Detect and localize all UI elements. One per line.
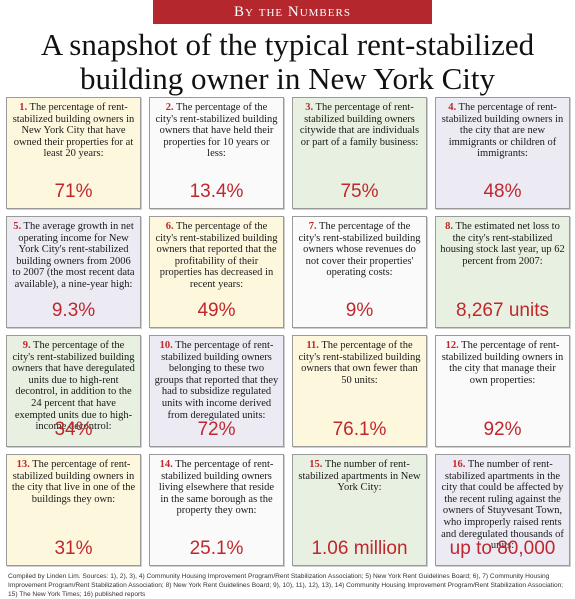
stat-description: The percentage of the city's rent-stabil… <box>298 221 421 279</box>
stats-grid: 1. The percentage of rent-stabilized bui… <box>6 97 571 567</box>
stat-card-1: 1. The percentage of rent-stabilized bui… <box>6 97 141 209</box>
stat-description: The percentage of rent-stabilized buildi… <box>158 459 275 517</box>
stat-value: 9% <box>345 300 374 321</box>
stat-card-7: 7. The percentage of the city's rent-sta… <box>292 216 427 328</box>
stat-value: 48% <box>483 181 522 202</box>
stat-card-5: 5. The average growth in net operating i… <box>6 216 141 328</box>
stat-number: 13. <box>16 459 30 470</box>
stat-number: 1. <box>19 102 28 113</box>
stat-description: The number of rent-stabilized apartments… <box>298 459 421 494</box>
stat-number: 16. <box>452 459 466 470</box>
stat-value: 75% <box>340 181 379 202</box>
stat-value: 13.4% <box>189 181 244 202</box>
stat-number: 5. <box>13 221 22 232</box>
stat-description: The percentage of the city's rent-stabil… <box>155 221 278 290</box>
stat-card-3: 3. The percentage of rent-stabilized bui… <box>292 97 427 209</box>
stat-value: 49% <box>197 300 236 321</box>
stat-number: 6. <box>165 221 174 232</box>
stat-card-8: 8. The estimated net loss to the city's … <box>435 216 570 328</box>
stat-card-4: 4. The percentage of rent-stabilized bui… <box>435 97 570 209</box>
stat-value: 31% <box>54 538 93 559</box>
stat-value: up to 80,000 <box>449 538 556 559</box>
stat-card-15: 15. The number of rent-stabilized apartm… <box>292 454 427 566</box>
stat-card-14: 14. The percentage of rent-stabilized bu… <box>149 454 284 566</box>
stat-description: The percentage of rent-stabilized buildi… <box>299 102 420 148</box>
stat-number: 8. <box>445 221 454 232</box>
stat-value: 71% <box>54 181 93 202</box>
stat-description: The percentage of rent-stabilized buildi… <box>441 340 564 386</box>
stat-number: 15. <box>309 459 323 470</box>
headline-line-1: A snapshot of the typical rent-stabilize… <box>40 27 535 62</box>
stat-number: 9. <box>22 340 31 351</box>
stat-value: 1.06 million <box>311 538 408 559</box>
stat-description: The percentage of the city's rent-stabil… <box>155 102 278 160</box>
stat-description: The average growth in net operating inco… <box>12 221 135 290</box>
stat-number: 12. <box>445 340 459 351</box>
page-headline: A snapshot of the typical rent-stabilize… <box>0 28 575 96</box>
stat-value: 8,267 units <box>456 300 549 321</box>
stat-value: 92% <box>483 419 522 440</box>
stat-description: The percentage of the city's rent-stabil… <box>298 340 421 386</box>
stat-description: The number of rent-stabilized apartments… <box>441 459 564 552</box>
stat-card-16: 16. The number of rent-stabilized apartm… <box>435 454 570 566</box>
stat-number: 7. <box>308 221 317 232</box>
stat-description: The estimated net loss to the city's ren… <box>440 221 565 267</box>
headline-line-2: building owner in New York City <box>79 61 496 96</box>
stat-value: 76.1% <box>332 419 387 440</box>
stat-card-6: 6. The percentage of the city's rent-sta… <box>149 216 284 328</box>
stat-description: The percentage of the city's rent-stabil… <box>12 340 135 433</box>
stat-value: 25.1% <box>189 538 244 559</box>
stat-value: 72% <box>197 419 236 440</box>
stat-description: The percentage of rent-stabilized buildi… <box>12 102 135 160</box>
stat-card-12: 12. The percentage of rent-stabilized bu… <box>435 335 570 447</box>
stat-number: 11. <box>306 340 319 351</box>
stat-card-10: 10. The percentage of rent-stabilized bu… <box>149 335 284 447</box>
stat-description: The percentage of rent-stabilized buildi… <box>154 340 279 421</box>
stat-description: The percentage of rent-stabilized buildi… <box>11 459 136 505</box>
stat-value: 34% <box>54 419 93 440</box>
stat-card-13: 13. The percentage of rent-stabilized bu… <box>6 454 141 566</box>
stat-card-11: 11. The percentage of the city's rent-st… <box>292 335 427 447</box>
stat-description: The percentage of rent-stabilized buildi… <box>441 102 564 160</box>
stat-number: 4. <box>448 102 457 113</box>
stat-number: 14. <box>159 459 173 470</box>
stat-value: 9.3% <box>51 300 96 321</box>
sources-credit: Compiled by Linden Lim. Sources: 1), 2),… <box>8 573 564 598</box>
stat-card-9: 9. The percentage of the city's rent-sta… <box>6 335 141 447</box>
stat-card-2: 2. The percentage of the city's rent-sta… <box>149 97 284 209</box>
stat-number: 3. <box>305 102 314 113</box>
stat-number: 10. <box>159 340 173 351</box>
section-banner: By the Numbers <box>153 0 432 24</box>
stat-number: 2. <box>165 102 174 113</box>
